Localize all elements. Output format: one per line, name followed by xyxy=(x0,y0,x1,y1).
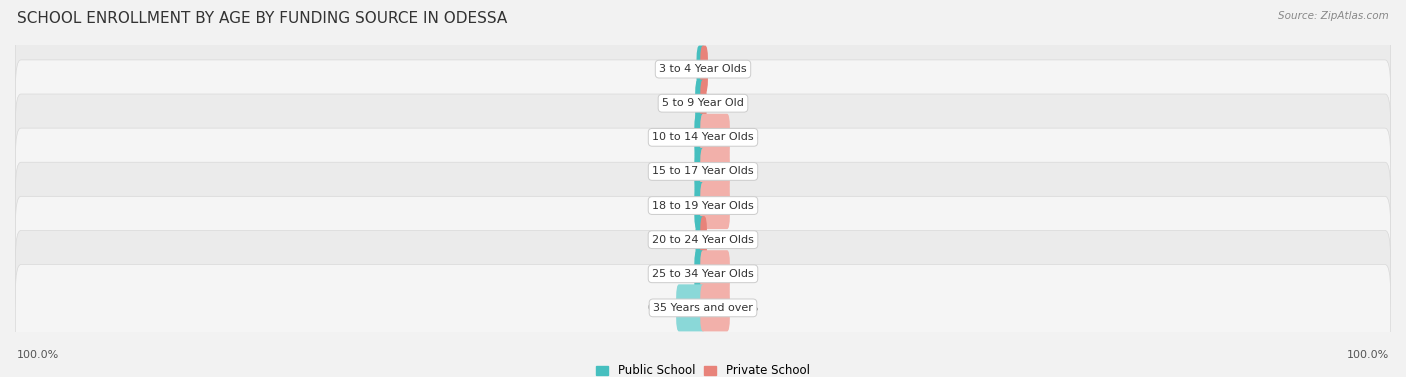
Text: 0.0%: 0.0% xyxy=(647,303,673,313)
FancyBboxPatch shape xyxy=(700,148,730,195)
FancyBboxPatch shape xyxy=(696,46,706,93)
Text: 100.0%: 100.0% xyxy=(652,269,692,279)
Text: 3 to 4 Year Olds: 3 to 4 Year Olds xyxy=(659,64,747,74)
Text: 0.0%: 0.0% xyxy=(733,269,759,279)
FancyBboxPatch shape xyxy=(700,46,709,93)
Text: 0.0%: 0.0% xyxy=(733,132,759,143)
Text: 100.0%: 100.0% xyxy=(652,201,692,211)
Text: SCHOOL ENROLLMENT BY AGE BY FUNDING SOURCE IN ODESSA: SCHOOL ENROLLMENT BY AGE BY FUNDING SOUR… xyxy=(17,11,508,26)
Text: 20.1%: 20.1% xyxy=(710,234,742,245)
FancyBboxPatch shape xyxy=(700,284,730,331)
Text: 5 to 9 Year Old: 5 to 9 Year Old xyxy=(662,98,744,108)
Text: 100.0%: 100.0% xyxy=(17,350,59,360)
FancyBboxPatch shape xyxy=(695,148,706,195)
FancyBboxPatch shape xyxy=(676,284,706,331)
FancyBboxPatch shape xyxy=(15,196,1391,283)
Text: 18 to 19 Year Olds: 18 to 19 Year Olds xyxy=(652,201,754,211)
FancyBboxPatch shape xyxy=(700,114,730,161)
Text: 0.0%: 0.0% xyxy=(733,303,759,313)
FancyBboxPatch shape xyxy=(15,94,1391,181)
FancyBboxPatch shape xyxy=(696,216,706,263)
FancyBboxPatch shape xyxy=(15,162,1391,249)
Text: 14.2%: 14.2% xyxy=(710,98,742,108)
Text: 85.8%: 85.8% xyxy=(659,98,692,108)
FancyBboxPatch shape xyxy=(15,265,1391,351)
FancyBboxPatch shape xyxy=(695,80,706,127)
Text: 35 Years and over: 35 Years and over xyxy=(652,303,754,313)
Text: 79.9%: 79.9% xyxy=(659,234,693,245)
FancyBboxPatch shape xyxy=(15,26,1391,112)
Text: 15 to 17 Year Olds: 15 to 17 Year Olds xyxy=(652,166,754,176)
FancyBboxPatch shape xyxy=(695,250,706,297)
FancyBboxPatch shape xyxy=(695,182,706,229)
Legend: Public School, Private School: Public School, Private School xyxy=(596,365,810,377)
Text: 25 to 34 Year Olds: 25 to 34 Year Olds xyxy=(652,269,754,279)
Text: Source: ZipAtlas.com: Source: ZipAtlas.com xyxy=(1278,11,1389,21)
Text: 62.8%: 62.8% xyxy=(661,64,693,74)
Text: 0.0%: 0.0% xyxy=(733,166,759,176)
FancyBboxPatch shape xyxy=(695,114,706,161)
FancyBboxPatch shape xyxy=(700,80,707,127)
Text: 0.0%: 0.0% xyxy=(733,201,759,211)
FancyBboxPatch shape xyxy=(700,182,730,229)
Text: 100.0%: 100.0% xyxy=(1347,350,1389,360)
FancyBboxPatch shape xyxy=(15,60,1391,147)
Text: 10 to 14 Year Olds: 10 to 14 Year Olds xyxy=(652,132,754,143)
FancyBboxPatch shape xyxy=(15,230,1391,317)
Text: 37.2%: 37.2% xyxy=(710,64,744,74)
FancyBboxPatch shape xyxy=(700,216,707,263)
Text: 100.0%: 100.0% xyxy=(652,132,692,143)
FancyBboxPatch shape xyxy=(15,128,1391,215)
Text: 100.0%: 100.0% xyxy=(652,166,692,176)
FancyBboxPatch shape xyxy=(700,250,730,297)
Text: 20 to 24 Year Olds: 20 to 24 Year Olds xyxy=(652,234,754,245)
